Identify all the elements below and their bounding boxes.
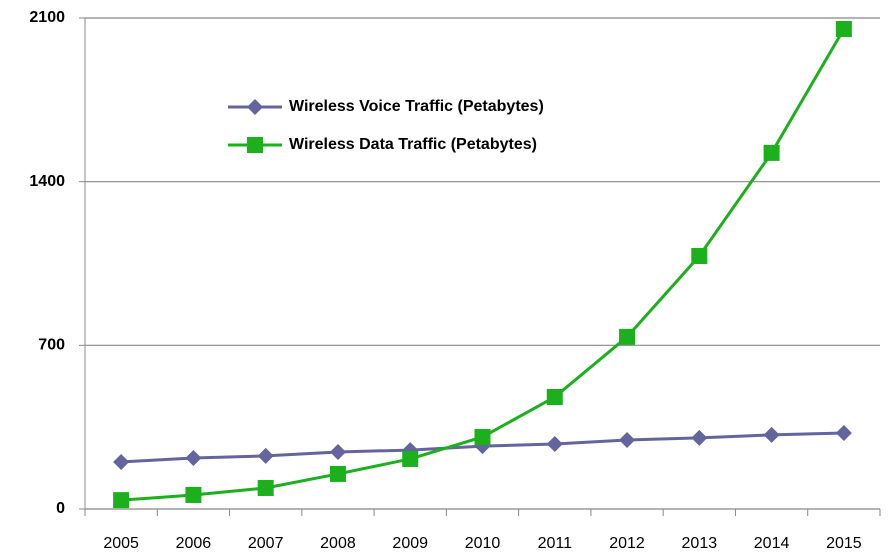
marker bbox=[113, 492, 130, 509]
marker bbox=[329, 465, 346, 482]
marker bbox=[619, 432, 636, 449]
x-tick-label: 2007 bbox=[248, 535, 284, 552]
marker bbox=[546, 389, 563, 406]
marker bbox=[113, 454, 130, 471]
x-tick-label: 2010 bbox=[465, 535, 501, 552]
marker bbox=[185, 450, 202, 467]
marker bbox=[185, 486, 202, 503]
marker bbox=[257, 447, 274, 464]
legend-label: Wireless Voice Traffic (Petabytes) bbox=[289, 98, 544, 115]
marker bbox=[329, 443, 346, 460]
x-tick-label: 2012 bbox=[609, 535, 645, 552]
marker bbox=[763, 144, 780, 161]
marker bbox=[402, 450, 419, 467]
marker bbox=[546, 436, 563, 453]
marker bbox=[691, 429, 708, 446]
legend-label: Wireless Data Traffic (Petabytes) bbox=[289, 136, 537, 153]
x-tick-label: 2005 bbox=[103, 535, 139, 552]
x-tick-label: 2014 bbox=[754, 535, 790, 552]
marker bbox=[691, 248, 708, 265]
x-tick-label: 2013 bbox=[682, 535, 718, 552]
x-tick-label: 2006 bbox=[176, 535, 212, 552]
y-tick-label: 2100 bbox=[29, 9, 65, 26]
marker bbox=[257, 479, 274, 496]
legend-marker bbox=[247, 137, 263, 153]
marker bbox=[835, 20, 852, 37]
marker bbox=[619, 328, 636, 345]
legend-marker bbox=[247, 99, 263, 115]
x-tick-label: 2008 bbox=[320, 535, 356, 552]
x-tick-label: 2011 bbox=[538, 535, 573, 552]
marker bbox=[835, 425, 852, 442]
x-tick-label: 2015 bbox=[826, 535, 862, 552]
y-tick-label: 0 bbox=[56, 500, 65, 517]
y-tick-label: 700 bbox=[38, 337, 65, 354]
x-tick-label: 2009 bbox=[392, 535, 428, 552]
marker bbox=[474, 428, 491, 445]
y-tick-label: 1400 bbox=[29, 173, 65, 190]
marker bbox=[763, 426, 780, 443]
